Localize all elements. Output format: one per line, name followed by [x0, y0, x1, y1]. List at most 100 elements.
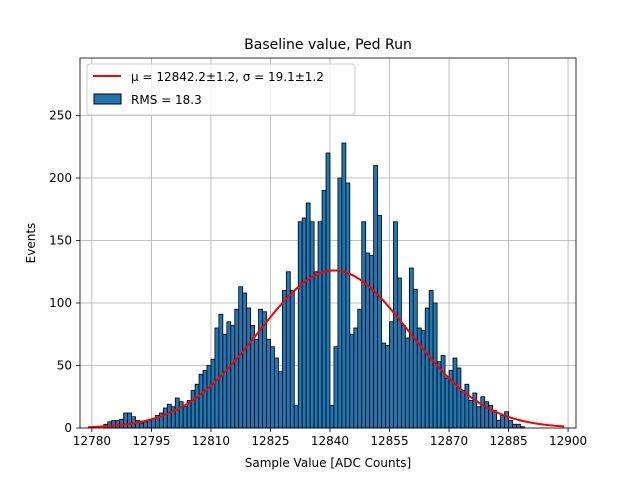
histogram-bar [464, 383, 470, 429]
histogram-bar [198, 373, 204, 429]
histogram-bar [337, 177, 343, 429]
legend-hist-label: RMS = 18.3 [131, 93, 202, 107]
histogram-bar [301, 217, 307, 429]
histogram-bar [401, 325, 406, 429]
histogram-bar [480, 396, 486, 429]
histogram-bar [345, 182, 351, 429]
y-tick-label: 150 [49, 234, 72, 248]
x-tick-label: 12810 [192, 434, 230, 448]
histogram-bar [162, 407, 168, 429]
histogram-bar [512, 423, 517, 429]
histogram-bar [262, 311, 267, 429]
histogram-bar [190, 390, 196, 429]
histogram-bar [404, 337, 410, 429]
histogram-bar [166, 403, 172, 429]
histogram-bar [289, 290, 295, 429]
histogram-bar [353, 327, 359, 429]
histogram-bar [270, 346, 275, 429]
histogram-bar [389, 321, 394, 429]
x-tick-label: 12855 [370, 434, 408, 448]
histogram-bar [436, 361, 442, 429]
histogram-bar [266, 338, 271, 429]
histogram-bar [313, 271, 319, 429]
histogram-bar [238, 286, 244, 429]
histogram-bar [222, 333, 228, 429]
y-axis: 0 50 100 150 200 250 [49, 109, 80, 435]
histogram-bar [393, 221, 398, 429]
histogram-bar [341, 142, 347, 429]
histogram-bar [281, 290, 287, 429]
histogram-bar [329, 405, 335, 429]
x-tick-label: 12900 [549, 434, 587, 448]
histogram-bar [408, 267, 414, 429]
histogram-bar [349, 333, 355, 429]
histogram-bar [333, 346, 339, 429]
histogram-bar [147, 420, 152, 429]
histogram-bar [194, 383, 200, 429]
histogram-bar [309, 221, 315, 429]
x-tick-label: 12780 [73, 434, 111, 448]
histogram-bar [127, 412, 132, 429]
histogram-bar [277, 371, 283, 429]
histogram-bar [293, 405, 299, 429]
y-tick-label: 0 [64, 421, 72, 435]
y-tick-label: 250 [49, 109, 72, 123]
histogram-bar [139, 422, 144, 429]
x-tick-label: 12795 [132, 434, 170, 448]
histogram-bar [226, 321, 232, 429]
histogram-bar [111, 420, 117, 429]
histogram-bar [456, 367, 462, 429]
histogram-bar [210, 358, 216, 429]
x-axis: 12780 12795 12810 12825 12840 12855 12870 12885… [73, 428, 587, 448]
legend-hist-swatch [93, 93, 122, 105]
y-axis-label: Events [24, 223, 38, 264]
legend: μ = 12842.2±1.2, σ = 19.1±1.2 RMS = 18.3 [86, 63, 356, 116]
histogram-bar [504, 411, 509, 429]
histogram-bar [305, 202, 311, 429]
histogram-bar [242, 292, 248, 429]
histogram-bar [321, 190, 327, 429]
histogram-bar [234, 308, 240, 429]
histogram-bar [500, 415, 505, 429]
histogram-bar [246, 307, 252, 429]
histogram-bar [297, 221, 303, 429]
histogram-bar [385, 345, 390, 429]
histogram-bar [373, 165, 378, 429]
histogram-bar [452, 357, 458, 429]
chart-title: Baseline value, Ped Run [244, 37, 412, 53]
histogram-bar [325, 152, 331, 429]
y-tick-label: 50 [57, 359, 72, 373]
histogram-bar [361, 221, 367, 429]
legend-box [86, 63, 356, 116]
histogram-bar [412, 288, 418, 429]
y-tick-label: 100 [49, 296, 72, 310]
histogram-bar [218, 313, 224, 429]
histogram-bar [357, 308, 363, 429]
gaussian-fit-line [87, 269, 565, 429]
histogram-bar [420, 330, 426, 429]
histogram-bar [460, 390, 466, 429]
plot-frame [79, 57, 577, 429]
histogram-bar [476, 406, 482, 429]
histogram-bar [440, 355, 446, 429]
histogram-bar [254, 338, 259, 429]
histogram-bar [508, 420, 513, 429]
histogram-bar [365, 252, 371, 429]
histogram-bar [369, 255, 375, 429]
x-tick-label: 12825 [251, 434, 289, 448]
histogram-bar [496, 420, 502, 429]
x-tick-label: 12870 [430, 434, 468, 448]
histogram-bar [468, 400, 474, 429]
legend-fit-label: μ = 12842.2±1.2, σ = 19.1±1.2 [131, 70, 324, 84]
histogram-bar [377, 215, 382, 429]
histogram-bar [123, 412, 129, 429]
x-tick-label: 12840 [311, 434, 349, 448]
histogram-bar [274, 357, 279, 429]
histogram-bar [174, 397, 180, 429]
histogram-bar [230, 325, 236, 429]
y-tick-label: 200 [49, 171, 72, 185]
x-tick-label: 12885 [489, 434, 527, 448]
histogram-bar [444, 377, 450, 429]
histogram-bar [151, 418, 156, 429]
